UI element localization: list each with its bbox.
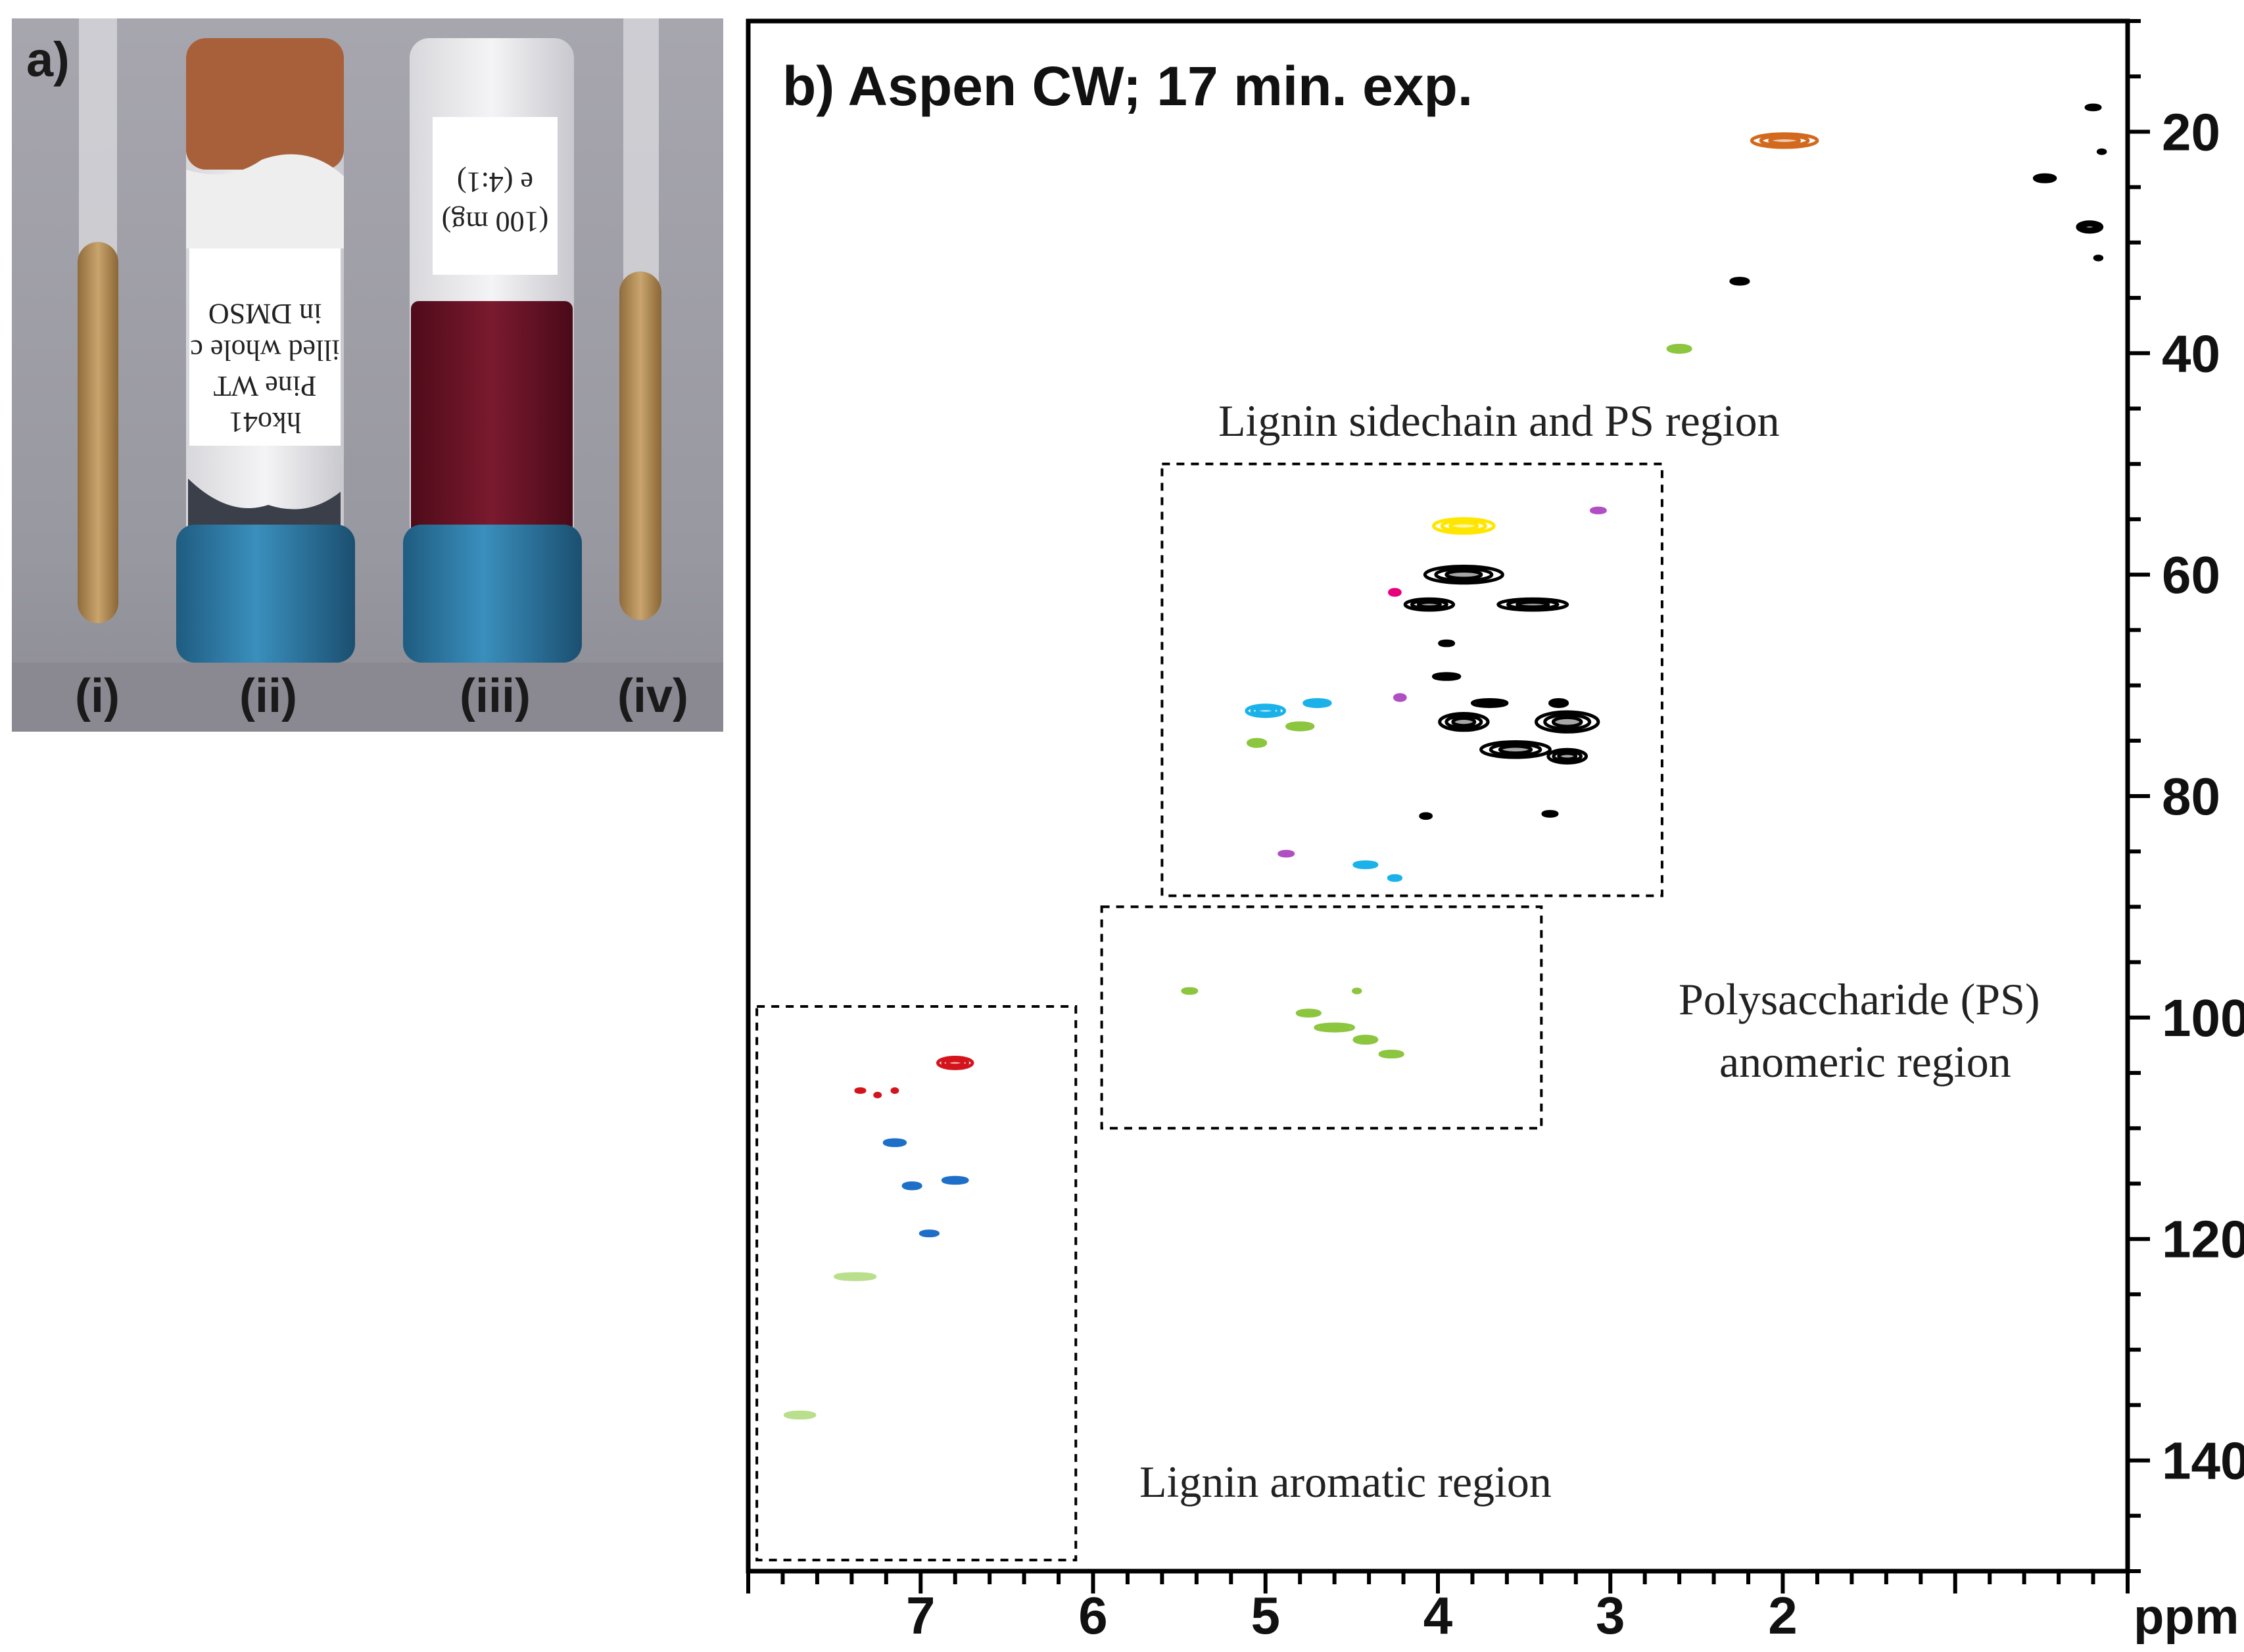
x-tick-label: 5 [1251, 1586, 1281, 1645]
region-box-2 [755, 1005, 1078, 1562]
peak-11 [1496, 597, 1569, 612]
region-label-aromatic: Lignin aromatic region [1139, 1457, 1552, 1507]
peak-7 [1666, 343, 1692, 354]
x-tick-label: 7 [906, 1586, 936, 1645]
peak-27 [1419, 812, 1433, 820]
peak-14 [1438, 639, 1456, 648]
peak-34 [1295, 1008, 1322, 1018]
y-tick-label: 60 [2162, 546, 2220, 604]
region-box-0 [1160, 462, 1663, 897]
peak-0 [1750, 132, 1819, 149]
vial-ii-label-line: illed whole c [190, 334, 339, 366]
vial-ii-label-line: in DMSO [208, 298, 322, 330]
peak-26 [1247, 738, 1268, 748]
peak-29 [1277, 849, 1295, 858]
peak-28 [1541, 810, 1559, 818]
peak-45 [919, 1229, 940, 1238]
y-tick-label: 80 [2162, 767, 2220, 826]
peak-32 [1181, 987, 1199, 995]
y-tick-label: 20 [2162, 103, 2220, 161]
peak-12 [1403, 597, 1456, 612]
vial-iii-label-line: (100 mg) [442, 206, 549, 238]
peak-38 [936, 1055, 974, 1070]
peak-5 [2093, 254, 2104, 262]
peak-17 [1470, 697, 1509, 709]
peak-2 [2096, 148, 2107, 155]
region-label-sidechain: Lignin sidechain and PS region [1218, 396, 1780, 446]
x-tick-label: 6 [1078, 1586, 1108, 1645]
sample-photo: a) hko41 Pine WT illed whole c in DMSO (… [12, 18, 723, 732]
peak-4 [2076, 220, 2104, 234]
vial-iii-label-line: e (4:1) [457, 166, 533, 199]
x-axis: 7 6 5 4 3 2 [746, 1571, 2130, 1645]
peak-15 [1431, 672, 1462, 681]
peak-16 [1393, 693, 1407, 702]
vial-ii-label-line: Pine WT [213, 370, 316, 402]
panel-a-label: a) [26, 32, 70, 87]
peak-30 [1352, 860, 1379, 870]
item-label-iii: (iii) [460, 670, 531, 722]
region-box-1 [1100, 905, 1543, 1130]
peak-39 [854, 1087, 867, 1095]
peak-33 [1351, 987, 1362, 995]
region-label-anomeric-line1: Polysaccharide (PS) [1679, 974, 2040, 1024]
peak-21 [1479, 740, 1552, 759]
x-tick-label: 2 [1768, 1586, 1798, 1645]
item-label-i: (i) [75, 670, 120, 722]
peak-3 [2032, 173, 2057, 183]
peak-22 [1546, 747, 1588, 765]
plot-frame [746, 18, 2130, 1574]
y-tick-label: 120 [2162, 1210, 2244, 1269]
peak-37 [1378, 1049, 1404, 1059]
peak-6 [1729, 277, 1750, 286]
y-tick-label: 140 [2162, 1432, 2244, 1490]
peak-25 [1285, 721, 1315, 732]
contour-peaks [783, 103, 2107, 1420]
peak-24 [1302, 697, 1332, 709]
peak-31 [1387, 874, 1403, 882]
peak-40 [873, 1091, 882, 1098]
peak-9 [1589, 506, 1607, 515]
peak-13 [1388, 588, 1402, 597]
item-label-ii: (ii) [239, 670, 297, 722]
peak-23 [1245, 703, 1287, 719]
peak-35 [1314, 1022, 1355, 1033]
y-tick-label: 40 [2162, 324, 2220, 383]
peak-1 [2084, 103, 2102, 112]
x-tick-label: 4 [1423, 1586, 1453, 1645]
peak-10 [1423, 565, 1504, 585]
y-axis: 20 40 60 80 100 120 140 [2128, 19, 2244, 1573]
peak-42 [882, 1138, 907, 1147]
peak-36 [1352, 1034, 1379, 1045]
item-label-iv: (iv) [617, 670, 688, 722]
y-tick-label: 100 [2162, 989, 2244, 1047]
peak-19 [1534, 710, 1600, 734]
x-axis-label: ppm [2134, 1589, 2239, 1645]
x-tick-label: 3 [1596, 1586, 1625, 1645]
chart-title: b) Aspen CW; 17 min. exp. [782, 55, 1473, 117]
sample-photo-drawing: a) hko41 Pine WT illed whole c in DMSO (… [12, 18, 723, 732]
peak-18 [1548, 697, 1569, 709]
vial-ii-label-line: hko41 [229, 406, 301, 438]
peak-44 [941, 1175, 969, 1185]
peak-20 [1438, 712, 1490, 732]
region-boxes [755, 462, 1663, 1562]
peak-41 [890, 1087, 899, 1095]
peak-46 [833, 1272, 877, 1281]
peak-8 [1431, 517, 1496, 535]
peak-47 [783, 1410, 817, 1420]
region-label-anomeric-line2: anomeric region [1719, 1037, 2011, 1087]
peak-43 [901, 1181, 922, 1191]
